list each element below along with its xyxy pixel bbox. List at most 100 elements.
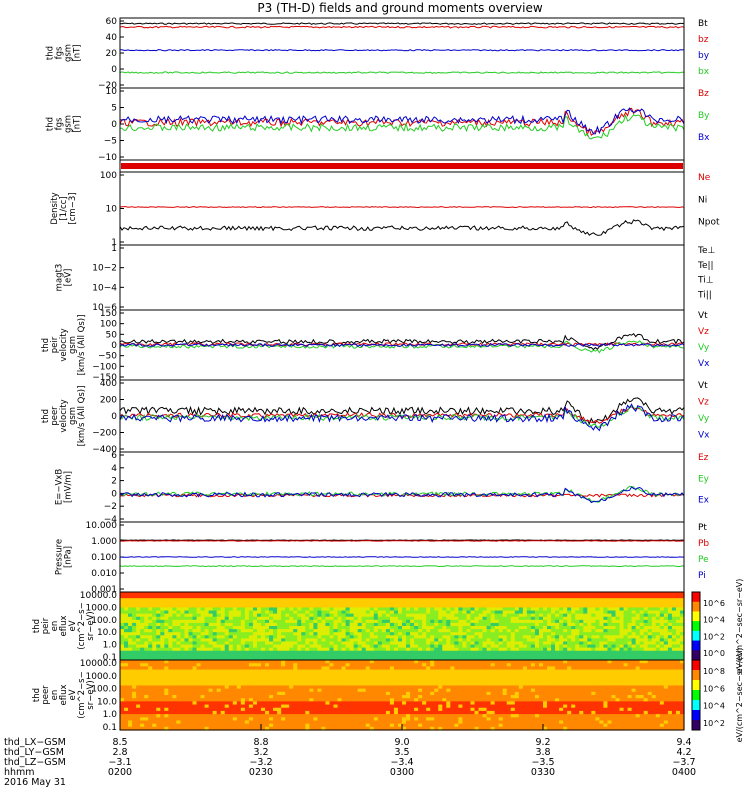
legend-0-1: bz (698, 35, 709, 45)
ytick-0-1: 40 (106, 33, 118, 43)
ytick-6-3: 0 (111, 489, 117, 499)
legend-5-2: Vy (698, 414, 710, 424)
series-By-1 (120, 115, 684, 139)
ylabel-6-1: [mV/m] (64, 471, 74, 503)
ytick-4-5: −100 (92, 362, 117, 372)
colorbar-seg (692, 592, 700, 602)
ytick-9-0: 10000.0 (80, 659, 117, 669)
ylabel-5-4: [km/s (All Qs)] (77, 386, 87, 447)
ylabel-4-4: [km/s (All Qs)] (77, 315, 87, 376)
colorbar-seg (692, 621, 700, 631)
legend-4-2: Vy (698, 343, 710, 353)
ytick-5-2: 0 (111, 412, 117, 422)
legend-7-2: Pe (698, 555, 709, 565)
panel-frame-1 (120, 88, 684, 160)
ytick-6-2: 2 (111, 477, 117, 487)
colorbar-seg (692, 641, 700, 651)
legend-4-3: Vx (698, 359, 710, 369)
ytick-6-0: 6 (111, 451, 117, 461)
panel-frame-2 (120, 172, 684, 245)
legend-3-2: Ti⊥ (697, 276, 714, 286)
ytick-5-1: 200 (100, 396, 117, 406)
ytick-0-3: 0 (111, 65, 117, 75)
ytick-4-3: 0 (111, 341, 117, 351)
mode-bar (121, 163, 683, 169)
legend-5-3: Vx (698, 431, 710, 441)
ytick-9-2: 100.0 (91, 685, 117, 695)
ytick-1-4: −10 (98, 153, 117, 163)
ytick-0-2: 20 (106, 49, 118, 59)
ylabel-3-1: [eV] (64, 269, 74, 287)
colorbar-seg (692, 602, 700, 612)
legend-2-2: Npot (698, 218, 720, 228)
colorbar-seg (692, 611, 700, 621)
series-Vt-5 (120, 398, 684, 424)
legend-1-2: Bx (698, 133, 710, 143)
series-Vt-4 (120, 334, 684, 350)
page-title: P3 (TH-D) fields and ground moments over… (257, 1, 542, 15)
series-Bt-0 (120, 23, 684, 24)
ytick-7-2: 0.100 (91, 553, 117, 563)
ytick-6-4: −2 (104, 502, 117, 512)
legend-0-0: Bt (698, 19, 708, 29)
ytick-8-1: 1000.0 (86, 603, 118, 613)
ytick-1-3: −5 (104, 137, 117, 147)
series-by-0 (120, 50, 684, 51)
ylabel-2-2: [cm−3] (68, 192, 78, 224)
ytick-8-0: 10000.0 (80, 591, 117, 601)
series-Pe-7 (120, 566, 684, 567)
colorbar-tick-8-2: 10^2 (703, 632, 725, 641)
legend-7-0: Pt (698, 523, 707, 533)
ytick-4-4: −50 (98, 352, 117, 362)
ytick-3-0: 1 (111, 244, 117, 254)
ylabel-1-3: [nT] (73, 115, 83, 132)
ylabel-0-3: [nT] (73, 44, 83, 61)
legend-6-1: Ey (698, 474, 710, 484)
panel-frame-0 (120, 18, 684, 88)
ytick-9-4: 1.0 (103, 710, 118, 720)
ytick-9-1: 1000.0 (86, 672, 118, 682)
series-Pb-7 (120, 541, 684, 542)
ytick-4-1: 100 (100, 320, 117, 330)
colorbar-seg (692, 650, 700, 660)
legend-5-1: Vz (698, 398, 709, 408)
colorbar-tick-8-3: 10^0 (703, 649, 725, 658)
ytick-9-5: 0.1 (103, 723, 117, 733)
series-Ey-6 (120, 486, 684, 502)
ytick-8-3: 10.0 (97, 628, 117, 638)
series-Pi-7 (120, 557, 684, 558)
colorbar-tick-8-0: 10^6 (703, 599, 725, 608)
ytick-8-4: 1.0 (103, 641, 118, 651)
legend-5-0: Vt (698, 381, 708, 391)
legend-4-1: Vz (698, 327, 709, 337)
ytick-7-3: 0.010 (91, 569, 117, 579)
ytick-1-2: 0 (111, 120, 117, 130)
ytick-6-1: 4 (111, 464, 117, 474)
panel-frame-6 (120, 452, 684, 522)
ytick-8-2: 100.0 (91, 616, 117, 626)
ytick-1-1: 5 (111, 104, 117, 114)
legend-3-1: Te|| (697, 261, 714, 271)
legend-3-3: Ti|| (697, 290, 712, 300)
ytick-7-1: 1.000 (91, 537, 117, 547)
ytick-2-1: 10 (106, 205, 118, 215)
legend-0-3: bx (698, 67, 710, 77)
ytick-2-0: 100 (100, 171, 117, 181)
ytick-3-1: 10−2 (92, 264, 117, 274)
legend-7-1: Pb (698, 539, 709, 549)
series-Ne-2 (120, 207, 684, 208)
ytick-1-0: 10 (106, 87, 118, 97)
panel-frame-3 (120, 245, 684, 310)
ytick-3-2: 10−4 (92, 283, 117, 293)
series-Npot-2 (120, 220, 684, 235)
ytick-7-0: 10.000 (86, 521, 118, 531)
legend-1-1: By (698, 111, 710, 121)
colorbar-seg (692, 631, 700, 641)
legend-3-0: Te⊥ (697, 246, 716, 256)
series-bz-0 (120, 26, 684, 28)
ytick-4-2: 50 (106, 330, 118, 340)
ytick-9-3: 10.0 (97, 697, 117, 707)
legend-0-2: by (698, 51, 710, 61)
